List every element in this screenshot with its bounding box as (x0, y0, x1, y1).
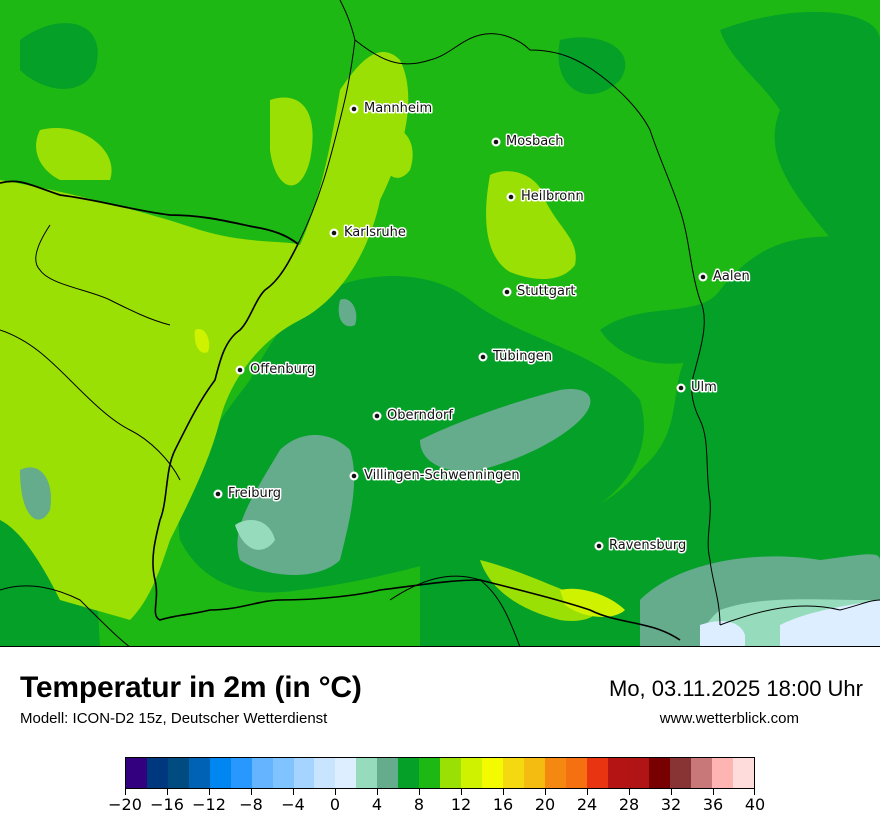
colorbar-segment (356, 758, 378, 788)
tick-mark (754, 789, 755, 795)
tick-mark (251, 789, 252, 795)
city-label: Tübingen (492, 349, 552, 364)
tick-label: 40 (744, 795, 766, 814)
colorbar-segment (712, 758, 734, 788)
colorbar-segment (146, 758, 168, 788)
colorbar-segment (670, 758, 692, 788)
tick-label: −8 (239, 795, 263, 814)
valid-datetime: Mo, 03.11.2025 18:00 Uhr (609, 676, 863, 701)
tick-mark (125, 789, 126, 795)
map-title: Temperatur in 2m (in °C) (20, 671, 362, 704)
tick-mark (587, 789, 588, 795)
tick-mark (335, 789, 336, 795)
city-markers: Mannheim Mosbach Heilbronn Karlsruhe Aalen St… (213, 100, 751, 555)
colorbar-segment (502, 758, 524, 788)
colorbar-segment (188, 758, 210, 788)
tick-mark (419, 789, 420, 795)
city-marker: Oberndorf (372, 407, 455, 425)
city-marker: Freiburg (213, 485, 283, 503)
colorbar-segment (691, 758, 713, 788)
colorbar-segment (167, 758, 189, 788)
colorbar-segment (544, 758, 566, 788)
colorbar-segment (293, 758, 315, 788)
colorbar-ticks: −20 −16 −12 −8 −4 0 4 8 12 16 20 24 28 32 36 40 (108, 789, 765, 829)
city-label: Karlsruhe (344, 225, 406, 240)
city-marker: Mosbach (491, 133, 565, 151)
city-label: Offenburg (250, 362, 315, 377)
city-label: Stuttgart (517, 284, 575, 299)
colorbar-segment (586, 758, 608, 788)
tick-mark (293, 789, 294, 795)
tick-label: 4 (371, 795, 383, 814)
tick-mark (209, 789, 210, 795)
colorbar-segment (649, 758, 671, 788)
temperature-map: Mannheim Mosbach Heilbronn Karlsruhe Aalen St… (0, 0, 880, 647)
tick-mark (713, 789, 714, 795)
city-label: Oberndorf (387, 408, 453, 423)
city-marker: Aalen (698, 268, 751, 286)
colorbar-segment (607, 758, 629, 788)
colorbar-segment (377, 758, 399, 788)
city-marker: Karlsruhe (329, 224, 407, 242)
colorbar-segment (565, 758, 587, 788)
city-marker: Mannheim (349, 100, 434, 118)
colorbar-segment (523, 758, 545, 788)
city-marker: Stuttgart (502, 283, 577, 301)
tick-mark (461, 789, 462, 795)
model-source: Modell: ICON-D2 15z, Deutscher Wetterdie… (20, 710, 328, 727)
tick-mark (671, 789, 672, 795)
tick-mark (503, 789, 504, 795)
colorbar-segment (398, 758, 420, 788)
colorbar-segment (481, 758, 503, 788)
colorbar-segment (272, 758, 294, 788)
temperature-colorbar (125, 757, 755, 789)
tick-label: 36 (702, 795, 724, 814)
colorbar-segment (628, 758, 650, 788)
tick-label: 32 (660, 795, 682, 814)
tick-label: 12 (450, 795, 472, 814)
colorbar-segment (209, 758, 231, 788)
tick-mark (545, 789, 546, 795)
colorbar-segment (440, 758, 461, 788)
tick-label: 8 (413, 795, 425, 814)
city-label: Villingen-Schwenningen (364, 468, 520, 483)
tick-label: 20 (534, 795, 556, 814)
city-marker: Ravensburg (594, 537, 688, 555)
colorbar-segment (314, 758, 336, 788)
tick-label: −16 (150, 795, 184, 814)
tick-label: −12 (192, 795, 226, 814)
city-label: Mosbach (506, 134, 564, 149)
tick-label: −20 (108, 795, 142, 814)
tick-label: 0 (329, 795, 341, 814)
tick-label: 16 (492, 795, 514, 814)
colorbar-segment (419, 758, 441, 788)
city-label: Heilbronn (521, 189, 584, 204)
colorbar-segment (461, 758, 482, 788)
tick-mark (629, 789, 630, 795)
colorbar-segment (733, 758, 755, 788)
city-label: Ulm (691, 380, 717, 395)
colorbar-segment (126, 758, 147, 788)
city-marker: Offenburg (235, 361, 317, 379)
tick-label: −4 (281, 795, 305, 814)
map-canvas: Mannheim Mosbach Heilbronn Karlsruhe Aalen St… (0, 0, 880, 646)
city-marker: Heilbronn (506, 188, 585, 206)
website-link[interactable]: www.wetterblick.com (659, 710, 799, 727)
city-label: Mannheim (364, 101, 432, 116)
colorbar-segment (251, 758, 273, 788)
tick-mark (167, 789, 168, 795)
tick-label: 28 (618, 795, 640, 814)
tick-label: 24 (576, 795, 598, 814)
city-marker: Ulm (676, 379, 718, 397)
city-label: Freiburg (228, 486, 281, 501)
colorbar-segment (335, 758, 357, 788)
tick-mark (377, 789, 378, 795)
city-marker: Tübingen (478, 348, 554, 366)
city-marker: Villingen-Schwenningen (349, 467, 521, 485)
city-label: Ravensburg (609, 538, 686, 553)
city-label: Aalen (713, 269, 750, 284)
colorbar-segment (230, 758, 252, 788)
